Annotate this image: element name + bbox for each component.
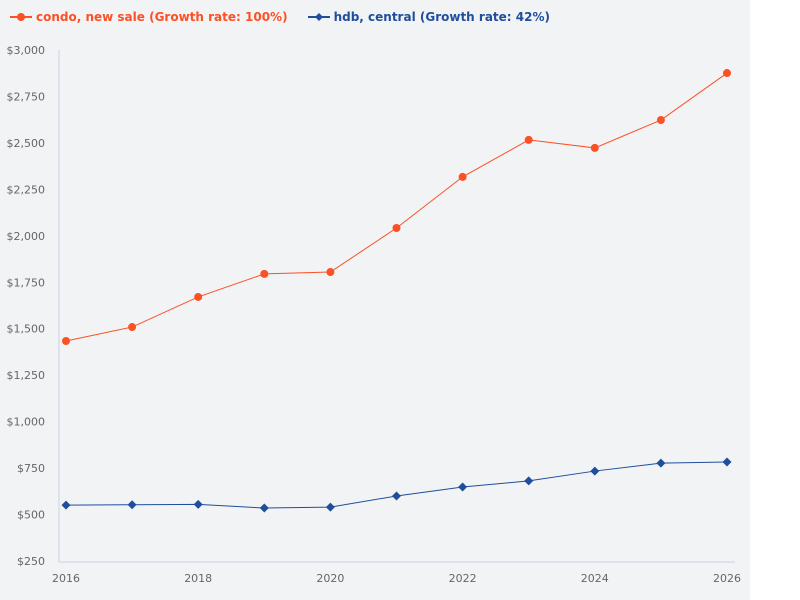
x-tick-label: 2018 (184, 572, 212, 585)
y-tick-label: $1,000 (7, 416, 46, 429)
x-tick-label: 2026 (713, 572, 741, 585)
data-point (260, 269, 269, 278)
x-tick-label: 2022 (449, 572, 477, 585)
data-point (590, 143, 599, 152)
y-tick-label: $2,250 (7, 183, 46, 196)
legend: condo, new sale (Growth rate: 100%) hdb,… (10, 10, 550, 24)
y-tick-label: $1,500 (7, 323, 46, 336)
data-point (194, 292, 203, 301)
y-tick-label: $1,750 (7, 276, 46, 289)
legend-label: condo, new sale (Growth rate: 100%) (36, 10, 288, 24)
data-point (127, 500, 137, 510)
legend-label: hdb, central (Growth rate: 42%) (333, 10, 550, 24)
y-tick-label: $750 (17, 462, 45, 475)
y-tick-label: $2,000 (7, 230, 46, 243)
data-point (722, 457, 732, 467)
legend-item-condo[interactable]: condo, new sale (Growth rate: 100%) (10, 10, 288, 24)
data-point (193, 499, 203, 509)
data-point (656, 458, 666, 468)
data-point (62, 336, 70, 345)
x-tick-label: 2024 (581, 572, 609, 585)
line-chart: $250 $500 $750 $1,000 $1,250 $1,500 $1,750 $2,0… (7, 44, 742, 585)
legend-item-hdb[interactable]: hdb, central (Growth rate: 42%) (307, 10, 550, 24)
y-tick-label: $250 (17, 555, 45, 568)
y-tick-label: $1,250 (7, 369, 46, 382)
data-point (325, 502, 335, 512)
series-line-1 (65, 461, 728, 509)
data-point (524, 476, 534, 486)
diamond-marker-icon (307, 13, 330, 21)
y-tick-label: $2,500 (7, 137, 46, 150)
data-point (326, 268, 335, 277)
data-point (723, 69, 731, 78)
data-point (61, 500, 71, 510)
y-tick-label: $2,750 (7, 90, 46, 103)
data-point (590, 466, 600, 476)
x-tick-label: 2020 (316, 572, 344, 585)
y-tick-label: $500 (17, 509, 45, 522)
data-point (524, 135, 533, 144)
data-point (656, 116, 665, 125)
data-point (458, 172, 467, 181)
data-point (392, 224, 401, 233)
data-point (259, 503, 269, 513)
y-tick-label: $3,000 (7, 44, 46, 57)
circle-marker-icon (10, 13, 32, 21)
data-point (458, 482, 468, 492)
series-line-0 (65, 72, 728, 342)
data-point (392, 491, 401, 501)
x-tick-label: 2016 (52, 572, 80, 585)
chart-area: $250 $500 $750 $1,000 $1,250 $1,500 $1,750 $2,0… (0, 0, 750, 600)
data-point (128, 323, 137, 332)
